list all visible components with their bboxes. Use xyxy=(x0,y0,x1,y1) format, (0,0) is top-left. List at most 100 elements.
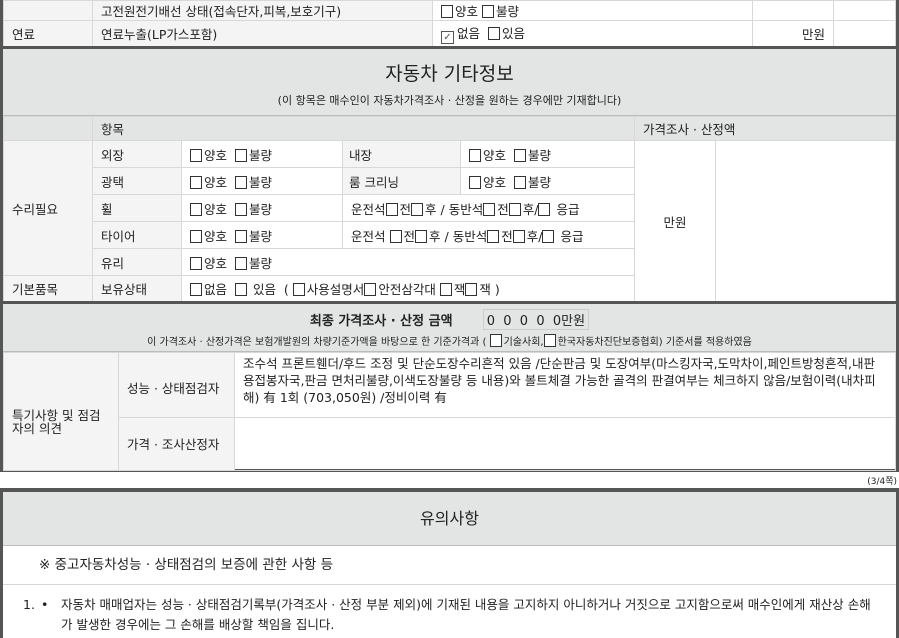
option-label: 불량 xyxy=(496,4,520,19)
checkbox[interactable] xyxy=(513,175,526,189)
empty-cell xyxy=(833,0,896,21)
inspector-label: 성능 · 상태점검자 xyxy=(118,352,235,418)
price-unit: 만원 xyxy=(634,140,717,303)
final-price-box[interactable]: 0 0 0 0 0만원 xyxy=(482,309,590,330)
category-cell: 연료 xyxy=(3,20,93,48)
option-label: 전 xyxy=(497,201,509,217)
notice-item: 1. • 자동차 매매업자는 성능 · 상태점검기록부(가격조사 · 산정 부분… xyxy=(3,585,896,635)
remarks-table: 특기사항 및 점검자의 의견 성능 · 상태점검자 조수석 프론트휀더/후드 조… xyxy=(3,352,896,471)
checkbox[interactable] xyxy=(234,202,247,216)
option-label: 전 xyxy=(501,228,513,244)
option-label: 양호 xyxy=(455,4,479,19)
option-label: 불량 xyxy=(527,147,551,163)
option-label: 불량 xyxy=(248,228,272,244)
checkbox[interactable] xyxy=(364,283,377,296)
checkbox[interactable] xyxy=(234,175,247,189)
option-label: 불량 xyxy=(527,174,551,190)
checkbox[interactable] xyxy=(190,148,202,162)
option-label: 잭 xyxy=(479,282,491,297)
empty-cell xyxy=(833,20,896,48)
checkbox[interactable] xyxy=(543,334,556,347)
checkbox[interactable] xyxy=(190,283,202,296)
checkbox[interactable] xyxy=(538,202,551,216)
appraiser-label: 가격 · 조사산정자 xyxy=(118,417,235,471)
checkbox[interactable] xyxy=(469,175,481,189)
checkbox[interactable] xyxy=(489,334,502,347)
checkbox[interactable] xyxy=(190,202,202,216)
option-label: 없음 xyxy=(204,282,228,297)
checkbox[interactable] xyxy=(441,5,453,18)
table-row: 연료 연료누출(LP가스포함) ✓ 없음 있음 만원 xyxy=(3,20,896,48)
option-label: 양호 xyxy=(483,174,507,190)
checkbox[interactable] xyxy=(234,148,247,162)
checkbox[interactable] xyxy=(465,283,478,296)
digit: 0 xyxy=(486,314,495,329)
checkbox[interactable] xyxy=(292,283,305,296)
page-4: 유의사항 ※ 중고자동차성능 · 상태점검의 보증에 관한 사항 등 1. • … xyxy=(0,492,899,638)
row-label: 외장 xyxy=(92,140,182,168)
seat-label: / 동반석 xyxy=(440,201,484,217)
other-info-table: 항목 가격조사 · 산정액 수리필요 외장 양호 불량 내장 양호 불량 만원 … xyxy=(3,116,896,304)
seat-label: 운전석 xyxy=(351,201,386,217)
checkbox[interactable] xyxy=(190,256,202,270)
row-label: 보유상태 xyxy=(92,275,182,303)
checkbox[interactable] xyxy=(512,229,525,243)
table-row: 광택 양호 불량 룸 크리닝 양호 불량 xyxy=(4,167,896,195)
checkbox[interactable] xyxy=(411,202,424,216)
option-label: 불량 xyxy=(248,201,272,217)
checkbox[interactable] xyxy=(190,229,202,243)
table-row: 휠 양호 불량 운전석 전 후 / 동반석 전 후/ 응급 xyxy=(4,194,896,222)
notice-title: 유의사항 xyxy=(3,492,896,546)
column-header-price: 가격조사 · 산정액 xyxy=(634,116,896,141)
option-label: 있음 xyxy=(252,282,276,297)
checkbox[interactable] xyxy=(234,256,247,270)
item-cell: 연료누출(LP가스포함) xyxy=(92,20,433,48)
option-label: 응급 xyxy=(556,201,580,217)
checkbox[interactable] xyxy=(415,229,428,243)
checkbox[interactable] xyxy=(483,202,496,216)
note-text: 이 가격조사 · 산정가격은 보험개발원의 차량기준가액을 바탕으로 한 기준가… xyxy=(147,337,487,348)
checkbox-checked[interactable]: ✓ xyxy=(441,31,454,44)
option-label: 후 xyxy=(425,201,437,217)
page-divider xyxy=(0,488,899,492)
checkbox[interactable] xyxy=(389,229,402,243)
unit: 만원 xyxy=(561,314,586,329)
digit: 0 xyxy=(536,314,545,329)
checkbox[interactable] xyxy=(513,148,526,162)
checkbox[interactable] xyxy=(508,202,521,216)
row-label: 타이어 xyxy=(92,221,182,249)
category-cell xyxy=(3,0,93,21)
section-title: 자동차 기타정보 xyxy=(385,63,514,85)
separator: / xyxy=(538,228,543,244)
checkbox[interactable] xyxy=(469,148,481,162)
checkbox[interactable] xyxy=(487,27,500,40)
checkbox[interactable] xyxy=(385,202,398,216)
checkbox[interactable] xyxy=(439,283,452,296)
notice-subtitle: ※ 중고자동차성능 · 상태점검의 보증에 관한 사항 등 xyxy=(3,546,896,585)
checkbox[interactable] xyxy=(482,5,494,18)
option-label: 불량 xyxy=(248,174,272,190)
remarks-label: 특기사항 및 점검자의 의견 xyxy=(3,352,119,471)
item-text: 자동차 매매업자는 성능 · 상태점검기록부(가격조사 · 산정 부분 제외)에… xyxy=(61,597,871,632)
price-value xyxy=(715,140,896,303)
checkbox[interactable] xyxy=(234,283,247,296)
paren: ) xyxy=(494,282,500,297)
digit: 0 xyxy=(503,314,512,329)
option-label: 양호 xyxy=(204,147,228,163)
final-price-section: 최종 가격조사 · 산정 금액 0 0 0 0 0만원 이 가격조사 · 산정가… xyxy=(3,304,896,352)
checkbox[interactable] xyxy=(190,175,202,189)
digit: 0 xyxy=(552,314,562,329)
appraiser-opinion[interactable] xyxy=(234,417,896,471)
inspector-opinion[interactable]: 조수석 프론트휀더/후드 조정 및 단순도장수리흔적 있음 /단순판금 및 도장… xyxy=(234,352,896,418)
checkbox[interactable] xyxy=(542,229,555,243)
page-3: 고전원전기배선 상태(접속단자,피복,보호기구) 양호 불량 연료 연료누출(L… xyxy=(0,0,899,472)
final-price-title: 최종 가격조사 · 산정 금액 xyxy=(309,314,453,329)
checkbox[interactable] xyxy=(234,229,247,243)
table-row: 유리 양호 불량 xyxy=(4,248,896,276)
digit: 0 xyxy=(519,314,529,329)
option-label: 사용설명서 xyxy=(306,282,365,297)
checkbox[interactable] xyxy=(487,229,500,243)
option-label: 없음 xyxy=(457,26,481,41)
price-cell xyxy=(752,0,834,21)
